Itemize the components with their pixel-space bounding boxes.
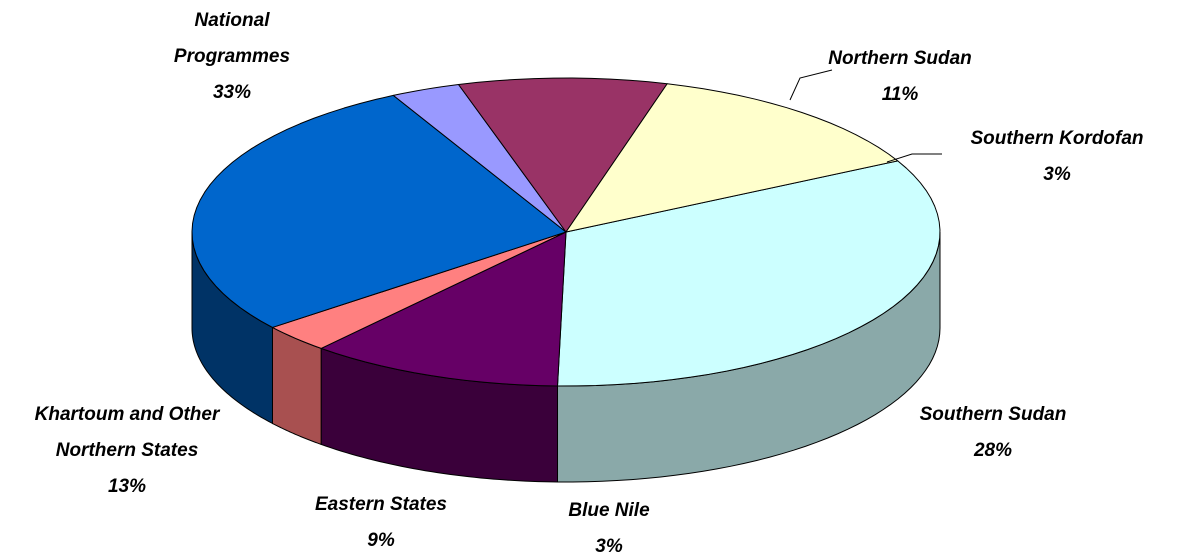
- slice-name: Eastern States: [315, 494, 447, 515]
- pie-tops: [191, 77, 941, 387]
- slice-percent: 33%: [213, 82, 251, 103]
- slice-label-eastern-states: Eastern States 9%: [315, 494, 447, 551]
- leader-lines: [789, 69, 942, 163]
- slice-percent: 3%: [1043, 164, 1071, 185]
- pie-slice-khartoum-and-other-northern-states: [565, 83, 899, 233]
- slice-name: National: [195, 10, 271, 31]
- slice-percent: 13%: [108, 476, 146, 497]
- leader-line-southern-kordofan: [886, 153, 942, 163]
- pie-slice-southern-kordofan: [271, 231, 567, 349]
- pie-slice-southern-sudan: [191, 94, 567, 328]
- pie-slice-blue-nile: [392, 84, 567, 233]
- slice-percent: 28%: [973, 440, 1012, 461]
- slice-label-northern-sudan: Northern Sudan 11%: [828, 48, 972, 105]
- slice-label-southern-kordofan: Southern Kordofan 3%: [970, 128, 1143, 185]
- slice-labels: National Programmes 33% Northern Sudan 11% So…: [35, 10, 1144, 554]
- slice-label-khartoum-and-other-northern-states: Khartoum and Other Northern States 13%: [35, 404, 221, 497]
- slice-percent: 9%: [367, 530, 395, 551]
- slice-label-southern-sudan: Southern Sudan 28%: [920, 404, 1067, 461]
- leader-line-northern-sudan: [789, 69, 833, 101]
- slice-name: Khartoum and Other: [35, 404, 221, 425]
- slice-name: Southern Kordofan: [970, 128, 1143, 149]
- slice-name: Programmes: [174, 46, 290, 67]
- slice-name: Blue Nile: [568, 500, 650, 521]
- slice-percent: 11%: [882, 84, 919, 105]
- slice-percent: 3%: [595, 536, 623, 554]
- pie-slice-northern-sudan: [320, 231, 567, 387]
- slice-name: Southern Sudan: [920, 404, 1067, 425]
- pie-slice-eastern-states: [458, 77, 668, 233]
- pie-slice-national-programmes: [557, 160, 941, 387]
- slice-name: Northern States: [56, 440, 199, 461]
- pie-sides: [191, 231, 941, 483]
- slice-label-national-programmes: National Programmes 33%: [174, 10, 290, 103]
- slice-name: Northern Sudan: [828, 48, 972, 69]
- slice-label-blue-nile: Blue Nile 3%: [568, 500, 650, 554]
